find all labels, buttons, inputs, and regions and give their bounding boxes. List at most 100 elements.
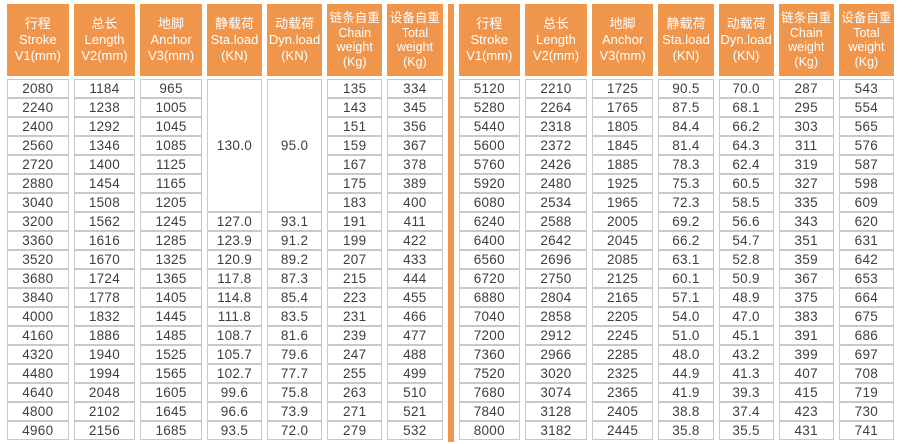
header-total-weight-line: 设备自重 (841, 11, 892, 25)
header-sta-load: 静载荷 Sta.load (KN) (658, 4, 714, 79)
chain-weight-cell: 335 (778, 193, 834, 212)
dyn-load-cell: 81.6 (267, 326, 323, 345)
anchor-cell: 1165 (140, 174, 202, 193)
table-row: 7200 2912 2245 51.0 45.1 391 686 (458, 326, 894, 345)
chain-weight-cell: 175 (327, 174, 383, 193)
stroke-cell: 2080 (7, 79, 69, 98)
sta-load-cell: 54.0 (658, 307, 714, 326)
header-anchor-line: Anchor (150, 32, 192, 47)
total-weight-cell: 510 (387, 383, 443, 402)
stroke-cell: 6400 (458, 231, 521, 250)
header-total-weight-line: 设备自重 (389, 11, 440, 25)
table-row: 4640 2048 1605 99.6 75.8 263 510 (7, 383, 443, 402)
length-cell: 2156 (73, 421, 136, 440)
dyn-load-cell: 56.6 (718, 212, 774, 231)
header-stroke-line: Stroke (470, 32, 509, 47)
stroke-cell: 5600 (458, 136, 521, 155)
length-cell: 1292 (73, 117, 136, 136)
header-sta-load-line: 静载荷 (214, 16, 254, 31)
stroke-cell: 6720 (458, 269, 521, 288)
chain-weight-cell: 319 (778, 155, 834, 174)
dyn-load-cell: 43.2 (718, 345, 774, 364)
dyn-load-cell: 66.2 (718, 117, 774, 136)
length-cell: 1994 (73, 364, 136, 383)
header-dyn-load-line: (KN) (281, 48, 308, 63)
table-row: 8000 3182 2445 35.8 35.5 431 741 (458, 421, 894, 440)
table-row: 2560 1346 1085 159 367 (7, 136, 443, 155)
length-cell: 1454 (73, 174, 136, 193)
length-cell: 3020 (525, 364, 587, 383)
total-weight-cell: 576 (838, 136, 894, 155)
length-cell: 1346 (73, 136, 136, 155)
header-dyn-load-line: 动载荷 (726, 16, 766, 31)
table-row: 5920 2480 1925 75.3 60.5 327 598 (458, 174, 894, 193)
total-weight-cell: 444 (387, 269, 443, 288)
dyn-load-cell: 73.9 (267, 402, 323, 421)
header-chain-weight-line: Chain (789, 25, 823, 40)
sta-load-cell: 44.9 (658, 364, 714, 383)
dyn-load-cell: 75.8 (267, 383, 323, 402)
stroke-cell: 3360 (7, 231, 69, 250)
total-weight-cell: 488 (387, 345, 443, 364)
table-row: 6560 2696 2085 63.1 52.8 359 642 (458, 250, 894, 269)
chain-weight-cell: 351 (778, 231, 834, 250)
chain-weight-cell: 271 (327, 402, 383, 421)
total-weight-cell: 532 (387, 421, 443, 440)
anchor-cell: 2405 (591, 402, 654, 421)
dyn-load-cell: 64.3 (718, 136, 774, 155)
dyn-load-cell: 89.2 (267, 250, 323, 269)
stroke-cell: 4640 (7, 383, 69, 402)
anchor-cell: 2165 (591, 288, 654, 307)
stroke-cell: 5280 (458, 98, 521, 117)
total-weight-cell: 609 (838, 193, 894, 212)
anchor-cell: 1445 (140, 307, 202, 326)
chain-weight-cell: 247 (327, 345, 383, 364)
header-total-weight: 设备自重 Total weight (Kg) (838, 4, 894, 79)
total-weight-cell: 675 (838, 307, 894, 326)
dyn-load-cell: 45.1 (718, 326, 774, 345)
header-chain-weight: 链条自重 Chain weight (Kg) (327, 4, 383, 79)
total-weight-cell: 422 (387, 231, 443, 250)
header-total-weight-line: (Kg) (403, 54, 427, 69)
header-total-weight-line: weight (396, 40, 433, 54)
header-chain-weight-line: weight (336, 40, 373, 54)
stroke-cell: 7520 (458, 364, 521, 383)
table-row: 2880 1454 1165 175 389 (7, 174, 443, 193)
stroke-cell: 4000 (7, 307, 69, 326)
total-weight-cell: 554 (838, 98, 894, 117)
header-anchor: 地脚 Anchor V3(mm) (140, 4, 202, 79)
stroke-cell: 2240 (7, 98, 69, 117)
header-total-weight-line: Total (853, 25, 880, 40)
table-row: 6080 2534 1965 72.3 58.5 335 609 (458, 193, 894, 212)
anchor-cell: 2285 (591, 345, 654, 364)
sta-load-cell: 114.8 (206, 288, 263, 307)
length-cell: 1886 (73, 326, 136, 345)
table-row: 5120 2210 1725 90.5 70.0 287 543 (458, 79, 894, 98)
merged-sta-load-cell: 130.0 (206, 79, 263, 212)
anchor-cell: 1925 (591, 174, 654, 193)
chain-weight-cell: 223 (327, 288, 383, 307)
header-chain-weight-line: (Kg) (342, 54, 367, 69)
stroke-cell: 3040 (7, 193, 69, 212)
length-cell: 2642 (525, 231, 587, 250)
stroke-cell: 4960 (7, 421, 69, 440)
header-length-line: Length (84, 32, 125, 47)
stroke-cell: 8000 (458, 421, 521, 440)
length-cell: 2858 (525, 307, 587, 326)
header-chain-weight: 链条自重 Chain weight (Kg) (778, 4, 834, 79)
length-cell: 2426 (525, 155, 587, 174)
total-weight-cell: 543 (838, 79, 894, 98)
table-row: 4480 1994 1565 102.7 77.7 255 499 (7, 364, 443, 383)
header-dyn-load: 动载荷 Dyn.load (KN) (267, 4, 323, 79)
sta-load-cell: 102.7 (206, 364, 263, 383)
length-cell: 1778 (73, 288, 136, 307)
chain-weight-cell: 311 (778, 136, 834, 155)
anchor-cell: 1365 (140, 269, 202, 288)
dyn-load-cell: 41.3 (718, 364, 774, 383)
header-row-left: 行程 Stroke V1(mm) 总长 Length V2(mm) 地脚 Anchor V3(m… (7, 4, 443, 79)
sta-load-cell: 81.4 (658, 136, 714, 155)
anchor-cell: 2365 (591, 383, 654, 402)
chain-weight-cell: 135 (327, 79, 383, 98)
stroke-cell: 5920 (458, 174, 521, 193)
dyn-load-cell: 93.1 (267, 212, 323, 231)
